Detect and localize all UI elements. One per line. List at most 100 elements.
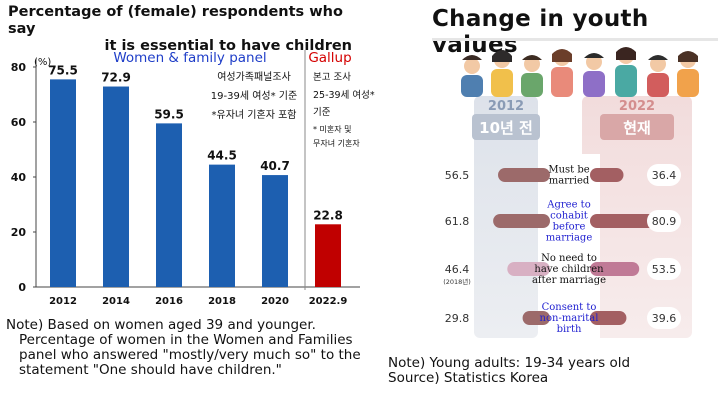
category-label: Agree to cohabit before marriage bbox=[546, 200, 593, 244]
category-label-line: have children bbox=[534, 264, 604, 275]
panel-note-line: 여성가족패널조사 bbox=[217, 71, 291, 83]
label-left-box bbox=[472, 114, 540, 140]
value-bubble-2022 bbox=[647, 210, 681, 232]
y-tick-label: 20 bbox=[11, 226, 27, 239]
left-chart-x-ticks: 2012 2014 2016 2018 2020 2022.9 bbox=[49, 296, 347, 307]
category-label-line: after marriage bbox=[532, 275, 606, 286]
category-label: Must be married bbox=[548, 165, 590, 187]
person-icon bbox=[491, 50, 513, 97]
left-bar-chart: 75.572.959.544.540.722.8 2012 2014 2016 201… bbox=[11, 50, 375, 307]
category-label-line: birth bbox=[557, 324, 582, 335]
panel-label: Women & family panel bbox=[113, 50, 266, 66]
value-2012: 29.8 bbox=[445, 312, 470, 325]
label-right-box bbox=[600, 114, 674, 140]
gallup-note-line: 본고 조사 bbox=[313, 72, 351, 83]
person-icon bbox=[647, 55, 669, 97]
bar-2012 bbox=[522, 311, 550, 325]
right-note-line1: Note) Young adults: 19-34 years old bbox=[388, 355, 631, 371]
category-label: No need to have children after marriage bbox=[532, 253, 606, 286]
category-label-line: No need to bbox=[541, 253, 597, 264]
category-box bbox=[538, 154, 600, 338]
category-label-line: Agree to bbox=[546, 200, 590, 211]
bar-value-label: 40.7 bbox=[260, 159, 290, 173]
bar-value-label: 59.5 bbox=[154, 107, 184, 121]
left-chart-y-ticks: 0 20 40 60 80 bbox=[11, 61, 36, 294]
right-note: Note) Young adults: 19-34 years old Sour… bbox=[388, 356, 718, 386]
panel-note-line: *유자녀 기혼자 포함 bbox=[212, 108, 297, 121]
bar bbox=[209, 164, 235, 287]
bar-value-label: 22.8 bbox=[313, 208, 343, 222]
left-note-rest: Percentage of women in the Women and Fam… bbox=[19, 332, 361, 378]
left-chart-bars bbox=[50, 79, 341, 288]
y-tick-label: 40 bbox=[11, 171, 27, 184]
value-2012: 61.8 bbox=[445, 215, 470, 228]
value-bubble-2012 bbox=[440, 210, 474, 232]
left-chart-axes bbox=[35, 59, 360, 288]
bar bbox=[156, 123, 182, 287]
x-tick-label: 2014 bbox=[102, 296, 130, 307]
value-2022: 36.4 bbox=[652, 169, 677, 182]
person-icon bbox=[461, 55, 483, 97]
panel-note: 여성가족패널조사 19-39세 여성* 기준 *유자녀 기혼자 포함 bbox=[211, 71, 297, 121]
bar-value-label: 75.5 bbox=[48, 63, 78, 77]
x-tick-label: 2012 bbox=[49, 296, 77, 307]
value-2012: 46.4 bbox=[445, 263, 470, 276]
person-icon bbox=[551, 49, 573, 97]
bar-2022 bbox=[590, 168, 624, 182]
gallup-note-line: 기준 bbox=[313, 107, 331, 118]
value-bubble-2012 bbox=[440, 258, 474, 280]
left-chart-value-labels: 75.5 72.9 59.5 44.5 40.7 22.8 bbox=[48, 63, 343, 222]
y-tick-label: 80 bbox=[11, 61, 27, 74]
bar-value-label: 44.5 bbox=[207, 149, 237, 163]
right-title-rule bbox=[432, 38, 718, 41]
category-label-line: cohabit bbox=[550, 211, 588, 222]
bar-2012 bbox=[507, 262, 550, 276]
bar bbox=[103, 86, 129, 288]
person-icon bbox=[615, 47, 637, 97]
left-chart-unit: (%) bbox=[34, 57, 51, 68]
category-label-line: non-marital bbox=[540, 313, 599, 324]
youth-values-panel: 2012 2022 10년 전 현재 56.5 36.4 Must be marrie… bbox=[440, 47, 699, 338]
gallup-label: Gallup bbox=[308, 50, 351, 66]
gallup-note-line: * 미혼자 및 bbox=[313, 124, 352, 134]
left-title-line2: it is essential to have children bbox=[104, 38, 352, 54]
bar-value-label: 72.9 bbox=[101, 71, 131, 85]
y-tick-label: 60 bbox=[11, 116, 27, 129]
category-label: Consent to non-marital birth bbox=[540, 302, 599, 335]
label-right: 현재 bbox=[623, 119, 651, 137]
left-chart-title: Percentage of (female) respondents who s… bbox=[8, 4, 358, 55]
value-2022: 39.6 bbox=[652, 312, 677, 325]
people-illustration bbox=[461, 47, 699, 97]
category-label-line: marriage bbox=[546, 233, 593, 244]
bar-2022 bbox=[590, 311, 627, 325]
gallup-note-line: 25-39세 여성* bbox=[313, 89, 375, 101]
y-tick-label: 0 bbox=[18, 281, 26, 294]
person-icon bbox=[677, 51, 699, 97]
category-label-line: before bbox=[553, 222, 586, 233]
label-left: 10년 전 bbox=[479, 119, 533, 137]
value-bubble-2022 bbox=[647, 164, 681, 186]
category-label-line: Must be bbox=[548, 165, 589, 176]
youth-values-rows: 56.5 36.4 Must be married 61.8 80.9 Agree to co… bbox=[440, 164, 681, 335]
bar-2022 bbox=[590, 214, 665, 228]
right-title: Change in youth values bbox=[432, 6, 649, 58]
value-2022: 53.5 bbox=[652, 263, 677, 276]
bar-2022 bbox=[590, 262, 640, 276]
year-left: 2012 bbox=[488, 99, 524, 114]
value-2022: 80.9 bbox=[652, 215, 677, 228]
person-icon bbox=[521, 55, 543, 97]
x-tick-label: 2020 bbox=[261, 296, 289, 307]
right-note-line2: Source) Statistics Korea bbox=[388, 370, 549, 386]
panel-note-line: 19-39세 여성* 기준 bbox=[211, 90, 297, 102]
category-label-line: married bbox=[549, 176, 590, 187]
year-right: 2022 bbox=[619, 99, 655, 114]
bar bbox=[50, 79, 76, 287]
value-note-2012: (2018년) bbox=[443, 277, 471, 286]
person-icon bbox=[583, 53, 605, 97]
x-tick-label: 2016 bbox=[155, 296, 183, 307]
x-tick-label: 2018 bbox=[208, 296, 236, 307]
value-bubble-2012 bbox=[440, 307, 474, 329]
bar-2012 bbox=[498, 168, 550, 182]
bar bbox=[315, 224, 341, 287]
